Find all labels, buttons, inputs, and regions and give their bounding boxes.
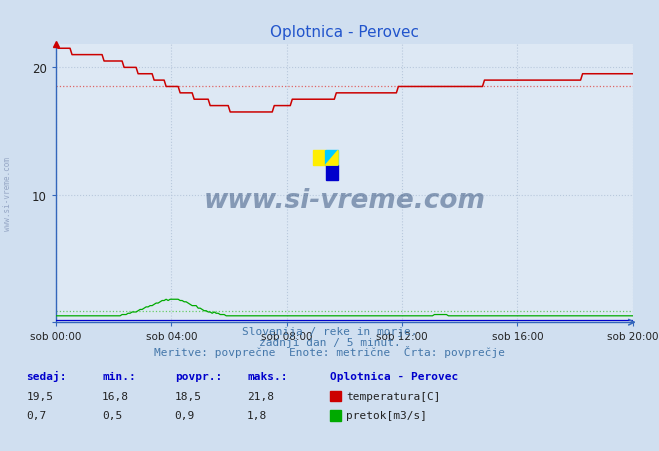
Text: Meritve: povprečne  Enote: metrične  Črta: povprečje: Meritve: povprečne Enote: metrične Črta:… bbox=[154, 345, 505, 357]
Text: 0,9: 0,9 bbox=[175, 410, 195, 420]
Text: 0,7: 0,7 bbox=[26, 410, 47, 420]
Text: 16,8: 16,8 bbox=[102, 391, 129, 401]
Text: www.si-vreme.com: www.si-vreme.com bbox=[3, 157, 13, 231]
Text: min.:: min.: bbox=[102, 371, 136, 381]
Text: maks.:: maks.: bbox=[247, 371, 287, 381]
Text: temperatura[C]: temperatura[C] bbox=[346, 391, 440, 401]
Text: 21,8: 21,8 bbox=[247, 391, 274, 401]
Text: 19,5: 19,5 bbox=[26, 391, 53, 401]
Text: Slovenija / reke in morje.: Slovenija / reke in morje. bbox=[242, 327, 417, 336]
Text: 18,5: 18,5 bbox=[175, 391, 202, 401]
Text: Oplotnica - Perovec: Oplotnica - Perovec bbox=[330, 371, 458, 381]
Text: www.si-vreme.com: www.si-vreme.com bbox=[204, 188, 485, 213]
Text: pretok[m3/s]: pretok[m3/s] bbox=[346, 410, 427, 420]
Text: povpr.:: povpr.: bbox=[175, 371, 222, 381]
Text: 0,5: 0,5 bbox=[102, 410, 123, 420]
Text: 1,8: 1,8 bbox=[247, 410, 268, 420]
Title: Oplotnica - Perovec: Oplotnica - Perovec bbox=[270, 25, 419, 40]
Text: zadnji dan / 5 minut.: zadnji dan / 5 minut. bbox=[258, 337, 401, 347]
Text: sedaj:: sedaj: bbox=[26, 370, 67, 381]
